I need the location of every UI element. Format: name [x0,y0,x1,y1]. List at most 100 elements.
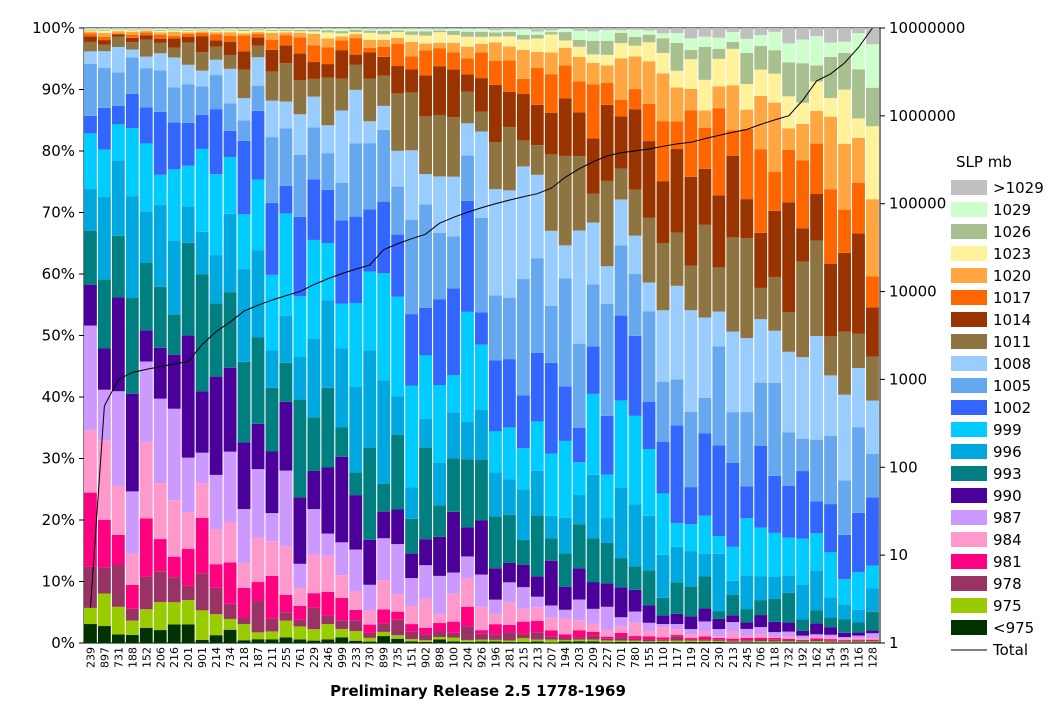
bar-segment-978 [433,631,446,638]
bar-segment-1017 [391,44,405,67]
bar-segment-1017 [363,47,377,53]
bar-segment-1023 [530,38,544,52]
x-tick-label: 761 [294,647,307,668]
bar-segment-993 [335,427,349,457]
bar-segment-1005 [209,75,223,110]
x-tick-label: 194 [559,647,572,668]
bar-segment-990 [265,451,279,514]
bar-segment-1005 [698,397,712,434]
bar-segment-996 [251,250,265,338]
x-tick-label: 100 [448,647,461,668]
bar-segment-987 [488,599,502,615]
bar-segment-<975 [111,634,125,643]
bar-segment-1008 [209,59,223,76]
bar-segment-1020 [558,47,572,66]
bar-segment-1002 [391,234,405,297]
bar-segment->1029 [796,28,810,40]
bar-segment-1002 [153,111,167,175]
bar-segment-1026 [684,49,698,60]
bar-segment-1029 [670,33,684,43]
bar-segment-978 [684,639,698,641]
bar-segment->1029 [139,28,153,29]
bar-segment-<975 [391,638,405,643]
legend-swatch [951,510,987,525]
bar-segment-1014 [586,138,600,194]
bar-segment-1002 [684,487,698,525]
bar-segment-993 [265,387,279,452]
bar-segment-1008 [614,199,628,246]
bar-segment-981 [153,539,167,572]
bar-segment-978 [572,637,586,640]
bar-segment-1008 [475,131,488,218]
bar-segment-981 [712,637,726,640]
bar-segment-999 [572,462,586,496]
bar-segment-984 [237,562,251,588]
bar-segment-1026 [628,36,642,46]
bar-segment-975 [712,640,726,642]
bar-segment-981 [111,534,125,566]
bar-segment-987 [223,451,237,523]
bar-segment-1023 [153,30,167,33]
bar-segment-975 [167,602,181,625]
bar-segment->1029 [502,28,516,30]
bar-segment-996 [167,240,181,315]
bar-segment-1023 [125,30,139,32]
bar-segment-1023 [307,31,321,34]
legend-label: 975 [993,597,1022,615]
bar-segment-975 [740,641,754,643]
bar-segment-1026 [768,50,782,74]
bar-segment-1014 [754,232,768,288]
bar-segment-1011 [768,277,782,331]
bar-segment-<975 [586,641,600,643]
bar-segment-987 [796,635,810,638]
bar-segment-990 [321,467,335,534]
bar-segment-984 [656,627,670,638]
bar-segment-1017 [852,182,865,234]
bar-segment-1008 [279,101,293,129]
bar-segment-1017 [726,130,740,156]
bar-segment-1029 [698,36,712,47]
bar-segment-999 [97,149,111,197]
bar-segment-975 [684,640,698,642]
bar-segment-993 [796,619,810,631]
bar-segment->1029 [740,28,754,39]
bar-segment-999 [139,143,153,212]
bar-segment-996 [544,515,558,539]
bar-segment-1014 [153,38,167,43]
bar-segment-1005 [726,412,740,463]
bar-segment-984 [251,537,265,583]
bar-segment-1026 [586,40,600,55]
bar-segment-1005 [363,143,377,210]
bar-segment-996 [433,462,446,506]
bar-segment-999 [642,449,656,516]
bar-segment-996 [419,418,433,448]
bar-segment-978 [586,635,600,640]
bar-segment-1020 [740,109,754,129]
bar-segment-984 [307,554,321,594]
bar-segment-1005 [391,186,405,235]
right-tick-label: 1000 [889,370,927,388]
bar-segment-990 [293,497,307,564]
bar-segment-996 [153,204,167,287]
bar-segment-1026 [84,29,97,31]
left-tick-label: 0% [51,634,75,652]
legend-swatch [951,400,987,415]
bar-segment-1023 [698,79,712,111]
bar-segment-981 [824,639,837,641]
bar-segment-975 [209,614,223,636]
bar-segment-984 [167,500,181,557]
bar-segment-1008 [84,51,97,64]
bar-segment-990 [405,553,419,579]
bar-segment-1014 [614,116,628,169]
bar-segment-1002 [838,534,851,580]
bar-segment-1011 [614,168,628,200]
bar-segment-984 [740,635,754,638]
right-tick-label: 1000000 [889,107,956,125]
bar-segment-1002 [265,202,279,275]
bar-segment-1008 [195,70,209,87]
bar-segment-999 [293,296,307,357]
left-tick-label: 20% [42,511,75,529]
bar-segment-1017 [195,32,209,37]
bar-segment-981 [139,518,153,577]
bar-segment-1017 [530,68,544,105]
